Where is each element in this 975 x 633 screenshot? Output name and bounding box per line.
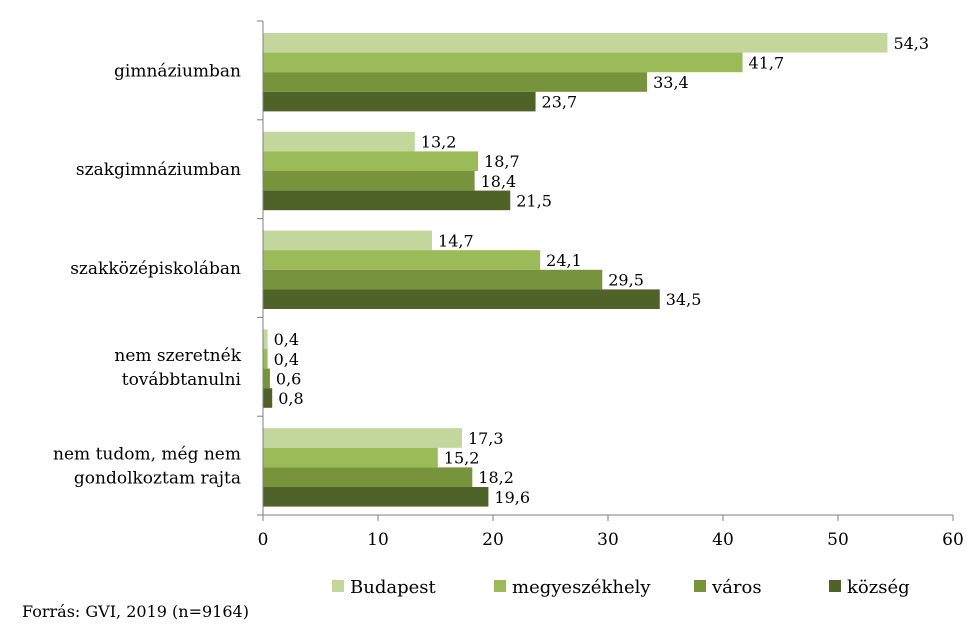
category-label: nem tudom, még nem (53, 445, 241, 465)
x-tick-label: 50 (827, 530, 849, 550)
data-label: 0,8 (278, 389, 303, 408)
legend: Budapest megyeszékhely város község (332, 577, 910, 598)
data-label: 0,4 (274, 350, 299, 369)
data-label: 13,2 (421, 133, 457, 152)
bar (263, 467, 473, 487)
x-tick-label: 10 (367, 530, 389, 550)
data-label: 14,7 (438, 231, 474, 250)
data-label: 24,1 (546, 251, 582, 270)
legend-swatch (694, 580, 706, 592)
category-label: nem szeretnék (114, 346, 241, 366)
bar (263, 72, 648, 92)
legend-label: megyeszékhely (512, 577, 651, 598)
x-tick-label: 60 (942, 530, 964, 550)
data-label: 18,7 (484, 152, 520, 171)
source-note: Forrás: GVI, 2019 (n=9164) (22, 602, 249, 621)
data-label: 15,2 (444, 449, 480, 468)
bars-layer (263, 33, 888, 507)
data-labels-layer: 54,3 41,7 33,4 23,7 13,2 18,718,421,5 14,7 24,1… (274, 34, 929, 507)
legend-swatch (332, 580, 344, 592)
x-tick-label: 40 (712, 530, 734, 550)
legend-label: község (847, 577, 910, 598)
bar (263, 349, 268, 369)
bar (263, 368, 270, 389)
category-label: szakközépiskolában (70, 259, 241, 279)
data-label: 19,6 (494, 488, 530, 507)
legend-label: Budapest (350, 577, 436, 598)
bar (263, 230, 433, 251)
data-label: 0,6 (276, 369, 301, 388)
data-label: 54,3 (893, 34, 929, 53)
bar (263, 289, 660, 309)
legend-label: város (711, 577, 762, 598)
category-label: továbbtanulni (122, 370, 242, 390)
x-tick-label: 30 (597, 530, 619, 550)
data-label: 41,7 (749, 53, 785, 72)
data-label: 17,3 (468, 429, 504, 448)
category-label: gondolkoztam rajta (74, 469, 241, 489)
bar (263, 250, 541, 270)
bar (263, 171, 475, 191)
data-label: 18,2 (478, 468, 514, 487)
category-labels-layer: gimnáziumban szakgimnáziumban szakközépisk… (53, 61, 242, 488)
data-label: 23,7 (542, 93, 578, 112)
data-label: 21,5 (516, 191, 552, 210)
category-label: szakgimnáziumban (76, 160, 241, 180)
data-label: 33,4 (653, 73, 689, 92)
data-label: 0,4 (274, 330, 299, 349)
bar (263, 329, 268, 349)
bar (263, 33, 888, 53)
legend-swatch (829, 580, 841, 592)
bar (263, 190, 511, 211)
x-tick-label: 0 (258, 530, 269, 550)
bar (263, 487, 489, 507)
data-label: 34,5 (666, 290, 702, 309)
data-label: 29,5 (608, 271, 644, 290)
bar (263, 269, 603, 290)
bar (263, 91, 536, 112)
bar (263, 151, 479, 171)
x-tick-label: 20 (482, 530, 504, 550)
bar (263, 447, 438, 468)
bar (263, 52, 743, 73)
axes-layer: 0 10 20 30 40 50 60 (257, 20, 964, 550)
category-label: gimnáziumban (114, 61, 241, 81)
bar (263, 388, 273, 408)
legend-swatch (494, 580, 506, 592)
data-label: 18,4 (481, 172, 517, 191)
bar (263, 131, 415, 152)
bar (263, 428, 462, 448)
